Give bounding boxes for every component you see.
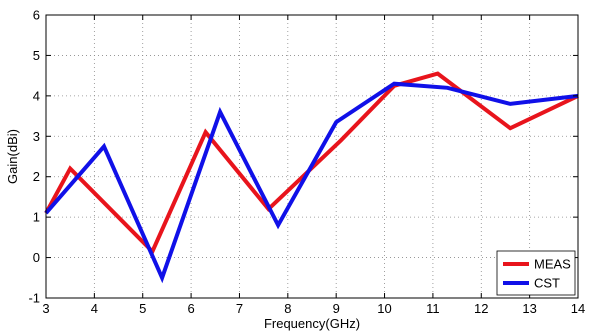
y-tick-label: 1	[33, 210, 40, 225]
x-tick-label: 10	[377, 301, 391, 316]
x-tick-label: 8	[284, 301, 291, 316]
y-tick-label: 3	[33, 129, 40, 144]
y-tick-label: 2	[33, 169, 40, 184]
x-tick-label: 11	[426, 301, 440, 316]
x-tick-label: 4	[91, 301, 98, 316]
series-lines	[44, 71, 579, 284]
x-tick-label: 14	[571, 301, 585, 316]
y-tick-label: -1	[28, 291, 40, 306]
x-tick-label: 5	[139, 301, 146, 316]
legend-label-cst: CST	[534, 276, 560, 291]
y-tick-label: 6	[33, 8, 40, 23]
x-tick-label: 13	[522, 301, 536, 316]
x-tick-label: 6	[187, 301, 194, 316]
y-tick-label: 4	[33, 88, 40, 103]
legend: MEAS CST	[496, 250, 576, 296]
x-tick-label: 12	[474, 301, 488, 316]
y-axis-label: Gain(dBi)	[5, 129, 20, 184]
legend-box	[496, 250, 576, 296]
y-tick-label: 5	[33, 48, 40, 63]
x-tick-label: 7	[236, 301, 243, 316]
x-tick-label: 9	[333, 301, 340, 316]
plot-frame	[45, 14, 579, 299]
y-tick-label: 0	[33, 250, 40, 265]
series-line-cst	[44, 81, 579, 284]
x-axis-label: Frequency(GHz)	[264, 316, 360, 331]
x-tick-label: 3	[42, 301, 49, 316]
legend-label-meas: MEAS	[534, 257, 571, 272]
